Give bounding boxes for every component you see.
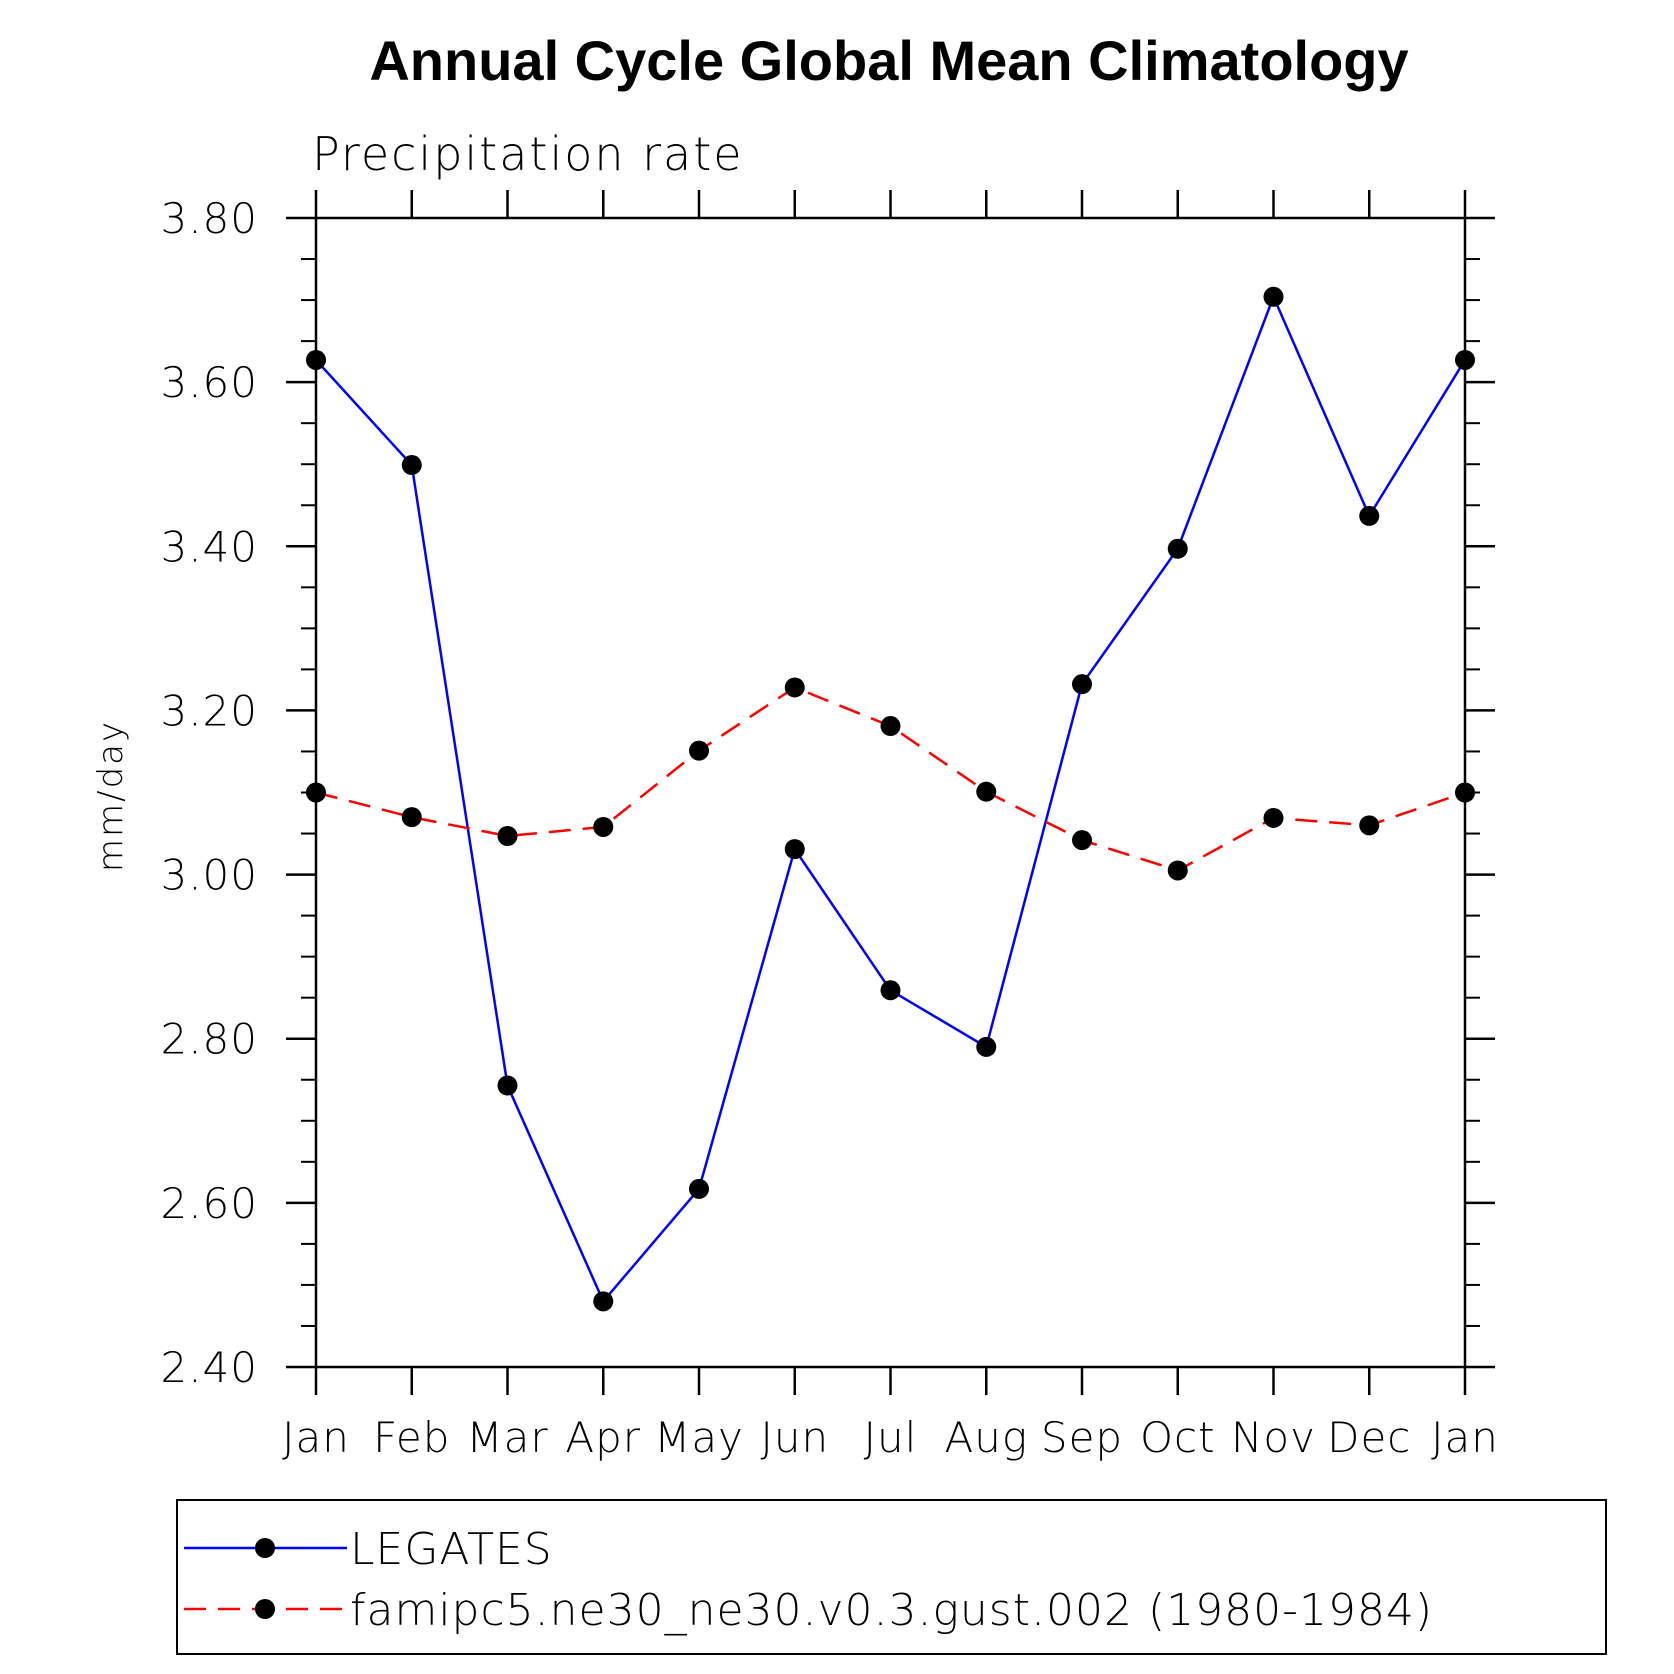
x-tick-label: Mar — [466, 1413, 548, 1462]
data-point-series-1 — [1263, 286, 1284, 307]
data-point-series-1 — [306, 349, 326, 370]
data-point-series-1 — [497, 1075, 518, 1096]
data-point-series-2 — [1359, 815, 1380, 836]
legend-label-1: LEGATES — [350, 1524, 553, 1575]
x-tick-label: Feb — [373, 1413, 450, 1462]
data-point-series-1 — [593, 1291, 614, 1312]
data-point-series-2 — [306, 782, 326, 803]
x-tick-label: Jan — [1431, 1413, 1499, 1462]
y-tick-label: 3.00 — [160, 851, 258, 900]
data-point-series-2 — [689, 740, 709, 761]
x-tick-label: Dec — [1327, 1413, 1411, 1462]
data-point-series-2 — [401, 807, 422, 828]
data-point-series-2 — [880, 716, 901, 737]
x-tick-label: Jun — [760, 1413, 829, 1462]
y-tick-label: 3.80 — [160, 194, 258, 243]
legend-marker-1 — [255, 1538, 275, 1558]
x-tick-label: Jan — [282, 1413, 350, 1462]
data-point-series-1 — [880, 980, 901, 1001]
legend-marker-2 — [255, 1599, 275, 1619]
data-point-series-2 — [1263, 807, 1284, 828]
x-tick-label: Sep — [1041, 1413, 1123, 1462]
series-line-2 — [315, 686, 1466, 872]
data-point-series-2 — [593, 816, 614, 837]
series-layer — [306, 286, 1475, 1312]
axes: 2.40 2.60 2.80 3.00 3.20 3.40 3.60 3.80 Jan Feb Ma… — [160, 190, 1498, 1462]
legend-box — [176, 1499, 1607, 1655]
data-point-series-1 — [976, 1036, 997, 1057]
x-tick-label: Jul — [864, 1413, 918, 1462]
x-tick-label: Aug — [944, 1413, 1028, 1462]
x-tick-label: May — [654, 1413, 744, 1462]
y-tick-label: 2.40 — [160, 1343, 258, 1392]
data-point-series-1 — [1359, 505, 1380, 526]
chart-subtitle: Precipitation rate — [312, 127, 744, 181]
data-point-series-2 — [976, 781, 997, 802]
plot-frame — [314, 216, 1467, 1369]
series-line-1 — [315, 293, 1467, 1304]
data-point-series-1 — [1455, 349, 1475, 370]
y-tick-label: 3.60 — [160, 358, 258, 407]
data-point-series-1 — [1072, 674, 1092, 695]
data-point-series-1 — [689, 1178, 709, 1199]
chart-title: Annual Cycle Global Mean Climatology — [369, 29, 1408, 92]
data-point-series-2 — [1455, 782, 1475, 803]
y-tick-label: 2.80 — [160, 1015, 258, 1064]
y-tick-label: 3.40 — [160, 522, 258, 571]
data-point-series-2 — [497, 825, 518, 846]
y-tick-label: 2.60 — [160, 1179, 258, 1228]
data-point-series-1 — [784, 839, 805, 860]
data-point-series-2 — [784, 677, 805, 698]
legend-label-2: famipc5.ne30_ne30.v0.3.gust.002 (1980-19… — [350, 1585, 1433, 1636]
data-point-series-1 — [401, 455, 422, 476]
data-point-series-1 — [1167, 538, 1188, 559]
y-tick-label: 3.20 — [160, 686, 258, 735]
legend: LEGATES famipc5.ne30_ne30.v0.3.gust.002 (… — [176, 1499, 1607, 1655]
x-tick-label: Oct — [1140, 1413, 1216, 1462]
data-point-series-2 — [1167, 860, 1188, 881]
y-axis-label: mm/day — [91, 720, 131, 872]
data-point-series-2 — [1072, 830, 1092, 851]
x-tick-label: Apr — [565, 1413, 641, 1462]
x-tick-label: Nov — [1231, 1413, 1316, 1462]
